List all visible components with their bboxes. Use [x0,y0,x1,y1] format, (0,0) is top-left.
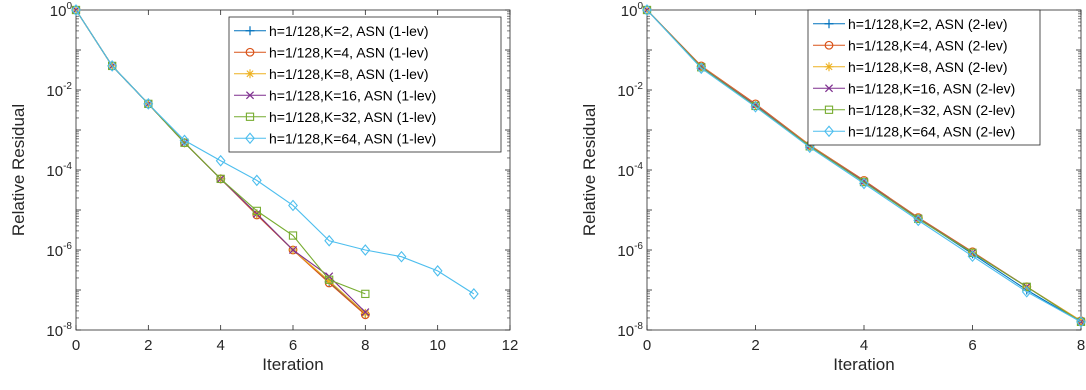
series-line [75,9,475,295]
legend-marker [245,26,255,36]
legend-box [807,9,1041,146]
data-point [361,308,370,317]
legend-entry: h=1/128,K=32, ASN (2-lev) [848,102,1015,118]
legend-marker [824,84,834,93]
y-axis-label: Relative Residual [9,104,28,236]
data-point [1076,315,1086,328]
legend-marker [824,105,834,114]
x-tick-label: 6 [968,337,976,354]
y-tick-label: 10-6 [46,241,72,260]
data-point [360,308,370,318]
data-point [360,244,371,256]
x-axis-label: Iteration [833,355,894,374]
x-tick-label: 2 [751,337,759,354]
data-point [288,231,298,240]
legend-entry: h=1/128,K=2, ASN (2-lev) [848,16,1008,32]
data-point [251,174,262,187]
legend-entry: h=1/128,K=32, ASN (1-lev) [269,109,436,125]
legend-marker [245,132,255,145]
data-point [288,199,298,212]
data-point [859,177,869,190]
y-tick-label: 10-8 [46,321,72,340]
chart-panel-2: 0 2 4 6 8 100 10-2 10-4 10-6 10-8 Iteration Relativ… [580,1,1086,374]
legend-marker [824,40,834,50]
y-axis-label: Relative Residual [580,104,599,236]
data-point [468,288,479,300]
legend: h=1/128,K=2, ASN (1-lev) h=1/128,K=4, ASN… [228,16,502,153]
legend-entry: h=1/128,K=16, ASN (1-lev) [269,87,436,103]
legend-entry: h=1/128,K=16, ASN (2-lev) [848,80,1015,96]
y-tick-label: 10-4 [46,161,72,180]
chart-panel-1: 0 2 4 6 8 10 12 100 10-2 10-4 10-6 10-8 Iteration Rel… [9,1,518,374]
y-tick-label: 100 [50,1,73,20]
x-tick-label: 10 [429,337,446,354]
legend-marker [824,19,834,29]
data-point [396,250,407,263]
legend-marker [245,69,255,79]
data-point [324,276,334,286]
data-point [179,134,190,147]
data-point [107,60,118,72]
series-6 [71,4,479,300]
data-point [804,141,815,154]
data-point [216,174,225,184]
x-tick-label: 4 [860,337,868,354]
data-point [1021,285,1032,298]
legend-marker [824,125,834,138]
series-6 [642,4,1086,328]
x-tick-label: 6 [289,337,297,354]
series-line [646,9,1082,323]
legend-marker [245,91,255,100]
x-tick-label: 0 [643,337,651,354]
y-tick-label: 10-2 [46,81,72,100]
data-point [325,275,334,284]
y-tick-label: 10-4 [617,161,643,180]
data-point [1076,316,1086,326]
y-tick-label: 100 [621,1,644,20]
x-tick-label: 4 [216,337,224,354]
data-point [361,289,370,299]
data-point [967,250,978,263]
legend-entry: h=1/128,K=2, ASN (1-lev) [269,23,429,39]
legend-box [228,16,502,153]
data-point [913,214,924,227]
legend-entry: h=1/128,K=4, ASN (1-lev) [269,44,429,60]
x-tick-label: 0 [72,337,80,354]
data-point [215,154,226,167]
x-tick-label: 2 [144,337,152,354]
legend-entry: h=1/128,K=64, ASN (1-lev) [269,130,436,146]
legend-entry: h=1/128,K=64, ASN (2-lev) [848,123,1015,139]
data-point [696,62,707,75]
y-tick-label: 10-6 [617,241,643,260]
y-tick-label: 10-2 [617,81,643,100]
data-point [432,265,443,277]
data-point [252,206,261,216]
x-axis-label: Iteration [262,355,323,374]
x-tick-label: 8 [361,337,369,354]
legend-marker [245,112,255,121]
data-point [750,100,761,113]
legend-entry: h=1/128,K=4, ASN (2-lev) [848,37,1008,53]
legend-marker [245,47,255,57]
y-tick-label: 10-8 [617,321,643,340]
data-point [288,245,298,255]
x-tick-label: 12 [502,337,519,354]
x-tick-label: 8 [1077,337,1085,354]
data-point [71,4,81,16]
series-line [646,9,1082,323]
data-point [642,4,652,16]
legend-entry: h=1/128,K=8, ASN (2-lev) [848,59,1008,75]
data-point [252,209,261,218]
data-point [324,234,335,247]
legend-entry: h=1/128,K=8, ASN (1-lev) [269,66,429,82]
data-point [143,98,154,110]
legend: h=1/128,K=2, ASN (2-lev) h=1/128,K=4, ASN… [807,9,1041,146]
legend-marker [824,62,834,72]
data-point [1022,282,1031,291]
